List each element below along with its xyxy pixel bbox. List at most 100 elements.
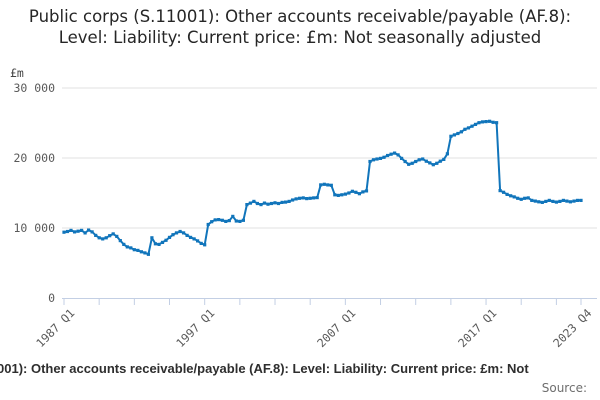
- plot-marker: [343, 192, 347, 196]
- plot-marker: [118, 239, 122, 243]
- plot-marker: [572, 199, 576, 203]
- plot-marker: [87, 228, 91, 232]
- plot-marker: [421, 157, 425, 161]
- plot-marker: [459, 130, 463, 134]
- plot-marker: [90, 230, 94, 234]
- plot-marker: [160, 240, 165, 244]
- plot-marker: [101, 237, 105, 241]
- plot-marker: [234, 219, 238, 223]
- y-axis-unit-label: £m: [10, 66, 24, 80]
- plot-marker: [97, 236, 101, 240]
- plot-marker: [326, 183, 330, 187]
- plot-marker: [136, 248, 140, 252]
- plot-marker: [210, 220, 214, 224]
- plot-marker: [146, 252, 150, 256]
- plot-marker: [80, 228, 84, 232]
- plot-marker: [484, 120, 488, 124]
- y-axis-tick-label: 10 000: [13, 221, 55, 235]
- plot-marker: [449, 134, 453, 138]
- plot-marker: [111, 232, 115, 236]
- plot-marker: [357, 192, 361, 196]
- plot-marker: [305, 197, 309, 201]
- plot-marker: [477, 121, 481, 125]
- plot-marker: [389, 152, 393, 156]
- plot-marker: [480, 120, 485, 124]
- plot-marker: [322, 182, 326, 186]
- plot-marker: [523, 196, 527, 200]
- plot-marker: [224, 219, 228, 223]
- plot-marker: [65, 229, 70, 234]
- plot-marker: [245, 203, 249, 207]
- plot-marker: [298, 196, 302, 200]
- plot-marker: [512, 195, 516, 199]
- plot-marker: [491, 120, 495, 124]
- plot-marker: [291, 198, 295, 202]
- plot-marker: [414, 159, 418, 164]
- plot-marker: [565, 199, 569, 203]
- plot-marker: [428, 161, 432, 165]
- plot-marker: [189, 235, 193, 239]
- plot-marker: [350, 189, 354, 193]
- plot-marker: [526, 196, 530, 200]
- plot-marker: [554, 200, 558, 204]
- plot-marker: [62, 230, 66, 234]
- plot-marker: [498, 189, 502, 193]
- plot-marker: [354, 190, 358, 194]
- plot-marker: [470, 124, 474, 128]
- plot-marker: [104, 236, 108, 240]
- plot-marker: [150, 236, 154, 240]
- plot-marker: [182, 231, 186, 235]
- plot-marker: [347, 191, 351, 195]
- plot-marker: [509, 194, 513, 198]
- plot-marker: [153, 242, 157, 246]
- plot-marker: [308, 196, 312, 200]
- plot-marker: [125, 245, 129, 249]
- plot-marker: [129, 246, 133, 250]
- plot-marker: [266, 202, 270, 206]
- plot-marker: [248, 201, 252, 205]
- plot-marker: [69, 228, 73, 232]
- plot-marker: [206, 222, 210, 227]
- plot-marker: [438, 159, 442, 163]
- plot-marker: [220, 218, 224, 222]
- plot-marker: [301, 196, 305, 200]
- plot-line: [63, 120, 581, 256]
- plot-marker: [361, 190, 365, 194]
- plot-marker: [94, 233, 98, 237]
- plot-marker: [505, 192, 509, 196]
- plot-marker: [579, 198, 583, 202]
- plot-marker: [255, 201, 259, 206]
- plot-marker: [540, 200, 544, 204]
- plot-marker: [76, 229, 80, 233]
- plot-marker: [213, 218, 217, 222]
- plot-marker: [386, 153, 390, 158]
- plot-marker: [312, 196, 316, 200]
- plot-marker: [407, 162, 411, 166]
- plot-marker: [269, 201, 274, 206]
- plot-marker: [174, 231, 179, 235]
- plot-marker: [382, 155, 386, 159]
- plot-marker: [473, 122, 478, 126]
- plot-marker: [241, 218, 245, 222]
- plot-marker: [533, 199, 537, 203]
- plot-marker: [132, 248, 136, 252]
- plot-marker: [157, 242, 161, 246]
- plot-marker: [558, 199, 562, 203]
- plot-marker: [368, 159, 372, 164]
- plot-marker: [315, 196, 319, 200]
- plot-marker: [192, 237, 196, 241]
- plot-marker: [371, 158, 376, 162]
- plot-marker: [122, 242, 126, 246]
- plot-marker: [167, 235, 172, 239]
- plot-marker: [393, 151, 397, 155]
- plot-marker: [495, 121, 499, 125]
- plot-marker: [252, 199, 256, 203]
- plot-marker: [340, 193, 344, 197]
- plot-marker: [442, 157, 446, 161]
- plot-marker: [431, 163, 435, 167]
- plot-marker: [329, 183, 333, 187]
- plot-marker: [185, 233, 189, 237]
- plot-marker: [519, 197, 523, 201]
- plot-marker: [544, 199, 548, 203]
- plot-marker: [463, 127, 467, 131]
